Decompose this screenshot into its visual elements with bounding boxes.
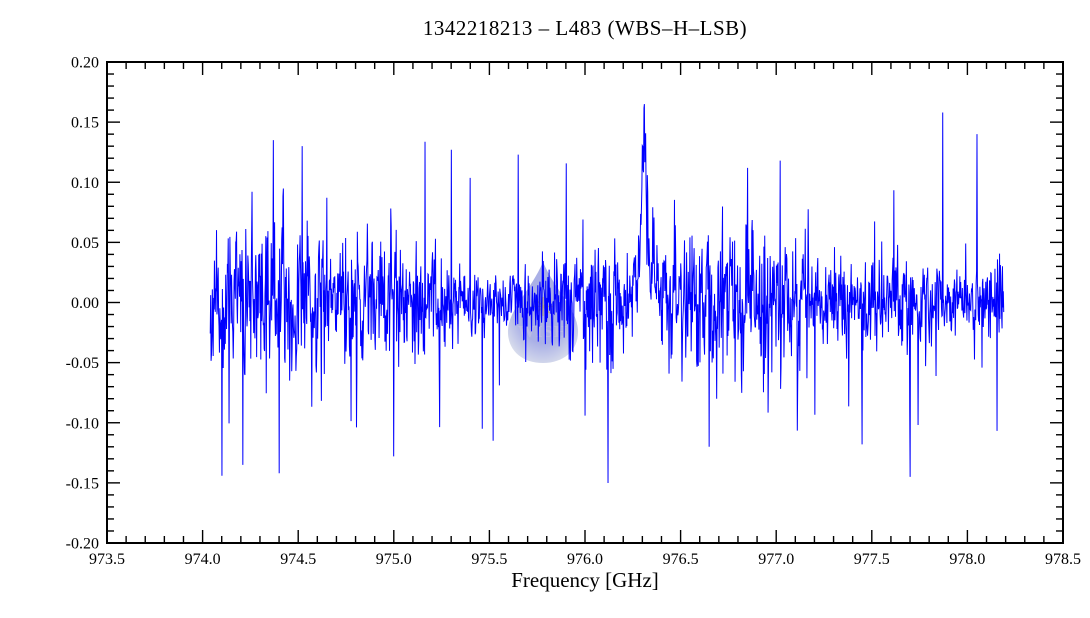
y-tick-label: -0.05 bbox=[66, 355, 99, 372]
x-tick-label: 976.5 bbox=[663, 551, 699, 568]
y-tick-label: 0.10 bbox=[71, 175, 99, 192]
y-tick-label: 0.20 bbox=[71, 55, 99, 72]
y-tick-label: 0.15 bbox=[71, 115, 99, 132]
x-tick-label: 974.0 bbox=[185, 551, 221, 568]
watermark-text: WISH bbox=[518, 322, 568, 341]
x-tick-label: 973.5 bbox=[89, 551, 125, 568]
x-tick-label: 975.5 bbox=[471, 551, 507, 568]
x-tick-label: 977.5 bbox=[854, 551, 890, 568]
y-tick-label: 0.00 bbox=[71, 295, 99, 312]
x-tick-label: 974.5 bbox=[280, 551, 316, 568]
plot-title: 1342218213 – L483 (WBS–H–LSB) bbox=[422, 16, 748, 40]
x-tick-label: 978.5 bbox=[1045, 551, 1081, 568]
x-tick-label: 976.0 bbox=[567, 551, 603, 568]
y-tick-label: -0.10 bbox=[66, 415, 99, 432]
y-tick-label: -0.20 bbox=[66, 536, 99, 553]
spectrum-line bbox=[209, 104, 1005, 483]
x-tick-label: 978.0 bbox=[949, 551, 985, 568]
y-tick-label: -0.15 bbox=[66, 475, 99, 492]
x-tick-label: 977.0 bbox=[758, 551, 794, 568]
x-tick-label: 975.0 bbox=[376, 551, 412, 568]
y-tick-label: 0.05 bbox=[71, 235, 99, 252]
x-axis-label: Frequency [GHz] bbox=[511, 568, 659, 592]
